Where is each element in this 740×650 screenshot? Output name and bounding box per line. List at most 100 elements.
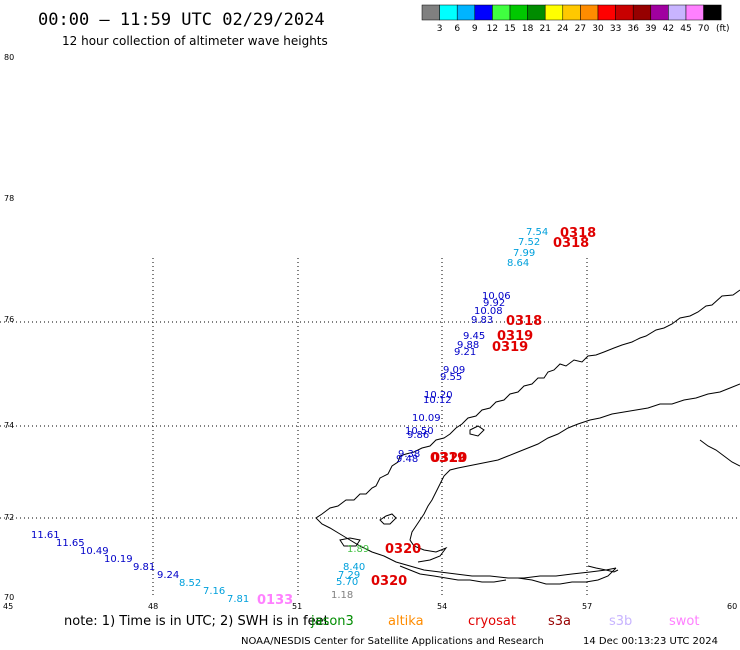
satellite-label-s3b: s3b [609, 614, 632, 629]
color-scale-unit: (ft) [716, 24, 730, 34]
color-scale-label: 6 [454, 24, 460, 34]
wave-height-value: 7.99 [513, 248, 535, 259]
pass-time-label: 0320 [431, 451, 467, 466]
wave-height-value: 10.49 [80, 546, 109, 557]
wave-height-value: 10.09 [412, 413, 441, 424]
color-scale-label: 33 [610, 24, 621, 34]
pass-time-label: 0133 [257, 593, 293, 608]
color-swatch-2 [456, 4, 476, 21]
wave-height-value: 10.19 [104, 554, 133, 565]
coastline [315, 289, 740, 585]
wave-height-value: 9.88 [457, 340, 479, 351]
wave-height-value: 9.09 [443, 365, 465, 376]
wave-height-value: 8.52 [179, 578, 201, 589]
color-swatch-8 [562, 4, 581, 21]
color-swatch-5 [509, 4, 528, 21]
color-swatch-9 [580, 4, 599, 21]
footer-note: note: 1) Time is in UTC; 2) SWH is in fe… [64, 614, 329, 629]
pass-time-label: 0320 [371, 574, 407, 589]
lat-label-74: 74 [4, 421, 14, 430]
color-scale-label: 30 [592, 24, 604, 34]
wave-height-value: 10.08 [474, 306, 503, 317]
wave-height-readings: 11.6111.6510.4910.199.819.248.527.167.81… [31, 227, 548, 605]
color-scale-label: 27 [575, 24, 586, 34]
wave-height-value: 8.40 [343, 562, 365, 573]
satellite-legend: jason3 altika cryosat s3a s3b swot [310, 614, 699, 629]
wave-height-value: 9.81 [133, 562, 155, 573]
color-scale-label: 36 [627, 24, 639, 34]
wave-height-value: 7.81 [227, 594, 249, 605]
wave-height-value: 9.55 [440, 372, 462, 383]
color-scale-label: 45 [680, 24, 691, 34]
wave-height-value: 7.54 [526, 227, 548, 238]
lon-label-48: 48 [148, 602, 158, 611]
wave-height-value: 10.20 [424, 390, 453, 401]
lon-label-60: 60 [727, 602, 737, 611]
color-scale-label: 21 [539, 24, 550, 34]
color-swatch-14 [668, 4, 687, 21]
wave-height-value: 11.65 [56, 538, 85, 549]
wave-height-value: 7.16 [203, 586, 225, 597]
satellite-label-cryosat: cryosat [468, 614, 516, 629]
wave-height-value: 9.24 [157, 570, 179, 581]
color-scale-label: 39 [645, 24, 657, 34]
wave-height-value: 10.06 [482, 291, 511, 302]
wave-height-value: 9.83 [471, 315, 493, 326]
wave-height-value: 10.12 [423, 395, 452, 406]
satellite-label-altika: altika [388, 614, 424, 629]
wave-height-value: 9.38 [398, 449, 420, 460]
pass-time-label: 0319 [497, 329, 533, 344]
color-scale-label: 42 [663, 24, 674, 34]
wave-height-value: 9.86 [407, 430, 429, 441]
color-scale-label: 24 [557, 24, 569, 34]
color-scale-label: 9 [472, 24, 478, 34]
page-title: 00:00 – 11:59 UTC 02/29/2024 [38, 10, 325, 30]
color-scale-label: 18 [522, 24, 534, 34]
longitude-labels: 45 48 51 54 57 60 [3, 602, 737, 611]
wave-height-value: 10.50 [405, 426, 434, 437]
lon-label-57: 57 [582, 602, 592, 611]
wave-height-value: 8.64 [507, 258, 529, 269]
credit-line: NOAA/NESDIS Center for Satellite Applica… [241, 636, 544, 647]
color-swatch-1 [439, 4, 458, 21]
satellite-label-s3a: s3a [548, 614, 571, 629]
lon-label-51: 51 [292, 602, 302, 611]
page-subtitle: 12 hour collection of altimeter wave hei… [62, 34, 328, 48]
wave-height-value: 9.45 [463, 331, 485, 342]
color-scale-label: 3 [437, 24, 443, 34]
lat-label-70: 70 [4, 593, 14, 602]
lon-label-45: 45 [3, 602, 13, 611]
wave-height-value: 9.48 [396, 454, 418, 465]
wave-height-value: 1.89 [347, 544, 369, 555]
wave-height-value: 5.70 [336, 577, 358, 588]
pass-time-label: 0318 [506, 314, 542, 329]
wave-height-value: 7.52 [518, 237, 540, 248]
wave-height-value: 9.21 [454, 347, 476, 358]
color-swatch-10 [597, 4, 616, 21]
color-swatch-15 [685, 4, 704, 21]
color-swatch-11 [615, 4, 634, 21]
color-swatch-4 [492, 4, 511, 21]
pass-time-label: 0318 [560, 226, 596, 241]
wave-height-value: 7.29 [338, 570, 360, 581]
pass-time-label: 0320 [385, 542, 421, 557]
color-scale-label: 12 [487, 24, 498, 34]
lon-label-54: 54 [437, 602, 447, 611]
wave-height-value: 11.61 [31, 530, 60, 541]
lat-label-76: 76 [4, 315, 14, 324]
satellite-label-swot: swot [669, 614, 699, 629]
color-swatch-16 [703, 4, 722, 21]
color-scale-label: 70 [698, 24, 710, 34]
generated-timestamp: 14 Dec 00:13:23 UTC 2024 [583, 636, 718, 647]
color-swatch-12 [632, 4, 652, 21]
lat-label-80: 80 [4, 53, 14, 62]
color-swatch-7 [544, 4, 564, 21]
color-swatch-6 [527, 4, 546, 21]
color-swatch-13 [650, 4, 669, 21]
lat-label-78: 78 [4, 194, 14, 203]
lat-lon-grid [0, 258, 740, 598]
latitude-labels: 80 78 76 74 72 70 [4, 53, 14, 602]
pass-time-label: 0318 [553, 236, 589, 251]
